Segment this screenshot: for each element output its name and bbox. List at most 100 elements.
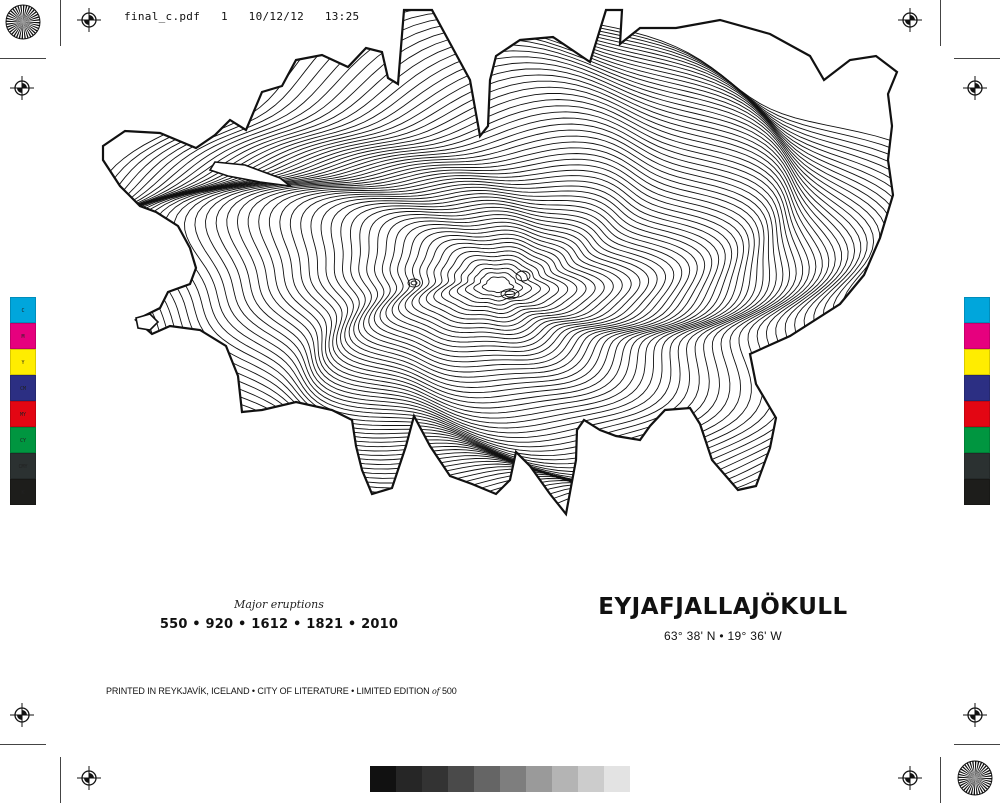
contour-line <box>481 276 515 294</box>
contour-line <box>404 233 605 335</box>
registration-mark <box>898 766 922 790</box>
contour-line <box>226 147 760 439</box>
summit-contour <box>504 290 516 298</box>
trim-mark <box>940 757 941 803</box>
contour-line <box>310 186 713 399</box>
contour-line <box>385 221 632 348</box>
grey-swatch <box>370 766 396 792</box>
registration-mark <box>10 703 34 727</box>
registration-mark <box>898 8 922 32</box>
lake-shape <box>208 161 293 188</box>
color-swatch: C <box>10 297 36 323</box>
eruption-year: 1821 <box>306 617 344 632</box>
color-swatch <box>964 349 990 375</box>
contour-line <box>103 10 897 514</box>
color-swatch <box>964 427 990 453</box>
slug-filename: final_c.pdf <box>124 10 201 23</box>
eruption-year: 1612 <box>251 617 289 632</box>
coordinates: 63° 38' N • 19° 36' W <box>663 629 783 643</box>
contour-lines <box>103 10 897 514</box>
trim-mark <box>0 58 46 59</box>
grey-swatch <box>500 766 526 792</box>
grey-swatch <box>526 766 552 792</box>
color-swatch: K <box>10 479 36 505</box>
contour-line <box>473 272 523 298</box>
slug-date: 10/12/12 <box>248 10 305 23</box>
grey-swatch <box>448 766 474 792</box>
eruption-year: 2010 <box>361 617 399 632</box>
island-shape <box>135 313 160 331</box>
eruption-year: 550 <box>159 617 188 632</box>
contour-line <box>440 254 560 314</box>
contour-line <box>358 203 675 373</box>
color-swatch-label: CM <box>19 386 27 392</box>
registration-mark <box>10 76 34 100</box>
color-swatch: MY <box>10 401 36 427</box>
print-slug: final_c.pdf 1 10/12/12 13:25 <box>124 10 359 23</box>
grey-swatch <box>578 766 604 792</box>
summit-contour <box>407 278 421 288</box>
contour-line <box>456 263 541 306</box>
contour-line <box>103 11 897 508</box>
grey-swatch <box>422 766 448 792</box>
contour-line <box>465 267 532 302</box>
contour-line <box>258 164 744 424</box>
contour-line <box>373 214 650 358</box>
trim-mark <box>60 757 61 803</box>
color-swatch: CY <box>10 427 36 453</box>
contour-line <box>349 199 683 378</box>
trim-mark <box>954 58 1000 59</box>
contour-line <box>103 68 843 489</box>
contour-line <box>236 153 755 434</box>
color-swatch-label: M <box>21 334 25 340</box>
footer-of: of <box>431 687 440 696</box>
trim-mark <box>60 0 61 46</box>
contour-line <box>103 10 897 509</box>
contour-line <box>320 189 706 394</box>
registration-marks <box>10 8 987 790</box>
color-swatch-label: CY <box>19 438 27 444</box>
color-swatch: CMY <box>10 453 36 479</box>
eruptions-caption: Major eruptions <box>234 598 324 611</box>
grey-swatch <box>604 766 630 792</box>
color-swatch <box>964 297 990 323</box>
contour-line <box>205 135 771 448</box>
contour-line <box>411 237 596 331</box>
slug-page: 1 <box>220 10 228 23</box>
contour-line <box>340 196 691 383</box>
contour-line <box>268 169 739 419</box>
glacier-outline <box>101 8 899 516</box>
grey-swatch <box>552 766 578 792</box>
trim-mark <box>0 744 46 745</box>
color-swatch-label: CMY <box>18 464 28 470</box>
star-target <box>957 760 993 796</box>
summit-contour <box>515 270 531 282</box>
registration-mark <box>963 703 987 727</box>
color-swatch-label: MY <box>19 412 27 418</box>
color-swatch: M <box>10 323 36 349</box>
color-swatch: CM <box>10 375 36 401</box>
grey-swatch <box>396 766 422 792</box>
trim-mark <box>954 744 1000 745</box>
contour-line <box>391 225 623 344</box>
contour-line <box>418 242 587 327</box>
color-swatch <box>964 453 990 479</box>
slug-time: 13:25 <box>324 10 360 23</box>
year-separator: • <box>343 617 362 632</box>
contour-line <box>300 183 720 404</box>
contour-line <box>215 141 765 443</box>
color-swatch-label: Y <box>21 360 25 366</box>
color-swatch <box>964 401 990 427</box>
contour-line <box>448 259 550 310</box>
registration-mark <box>77 766 101 790</box>
volcano-name: EYJAFJALLAJÖKULL <box>598 594 848 620</box>
summit-contour <box>500 288 520 300</box>
year-separator: • <box>187 617 206 632</box>
year-separator: • <box>233 617 252 632</box>
star-target <box>5 4 41 40</box>
footer-text: PRINTED IN REYKJAVÍK, ICELAND • CITY OF … <box>106 686 430 696</box>
color-swatch: Y <box>10 349 36 375</box>
contour-line <box>433 250 569 319</box>
star-targets <box>5 4 993 796</box>
